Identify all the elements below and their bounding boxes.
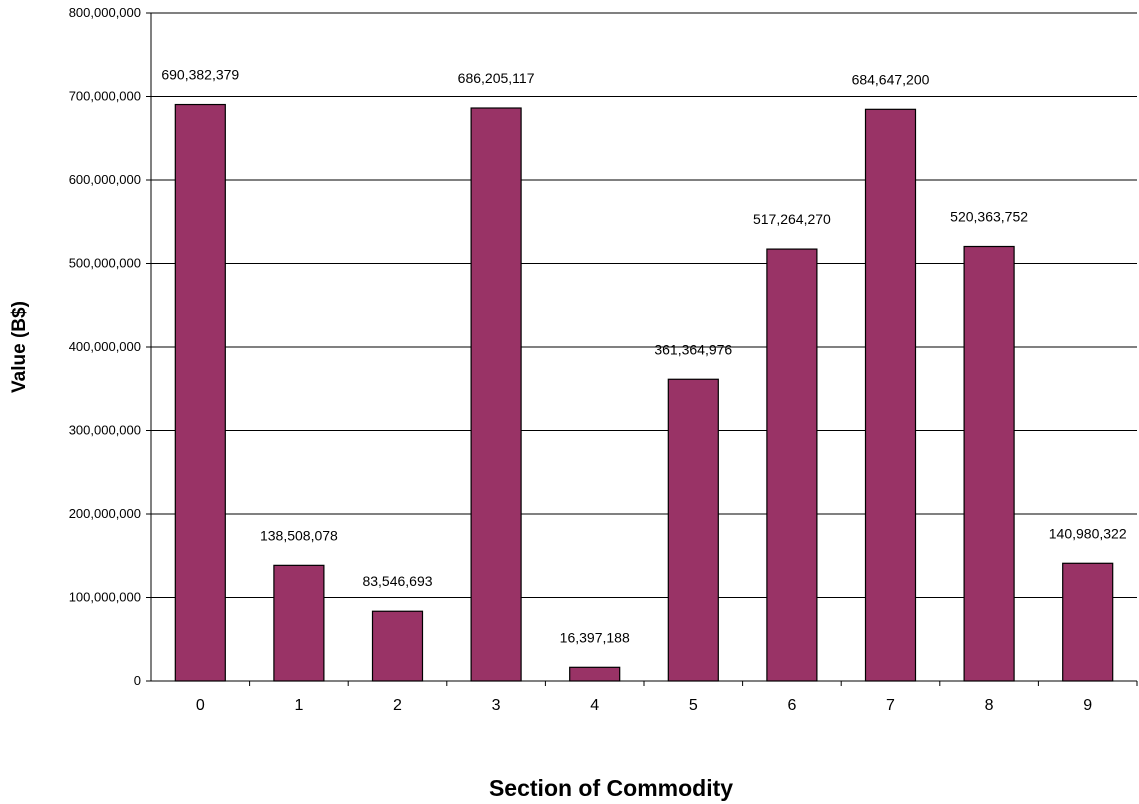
data-label-0: 690,382,379 [161,67,239,83]
x-tick-label-6: 6 [787,697,796,714]
x-tick-label-7: 7 [886,697,895,714]
x-axis-ticks: 0 1 2 3 4 5 6 7 8 9 [196,681,1138,714]
y-tick-label: 400,000,000 [69,339,141,354]
x-tick-label-2: 2 [393,697,402,714]
bar-8 [963,245,1015,682]
x-tick-label-9: 9 [1083,697,1092,714]
gridlines [151,12,1137,598]
x-tick-label-5: 5 [689,697,698,714]
x-axis-title: Section of Commodity [489,775,733,801]
data-label-2: 83,546,693 [362,573,432,589]
x-tick-label-3: 3 [492,697,501,714]
data-label-4: 16,397,188 [560,629,630,645]
y-tick-label: 300,000,000 [69,423,141,438]
bar-9 [1062,562,1114,682]
bar-0 [174,103,226,682]
bar-7 [864,108,917,682]
bar-6 [766,248,818,682]
y-axis-ticks: 0 100,000,000 200,000,000 300,000,000 400,00… [69,5,151,688]
bar-3 [470,107,522,682]
data-label-9: 140,980,322 [1049,525,1127,541]
y-tick-label: 100,000,000 [69,590,141,605]
x-tick-label-8: 8 [985,697,994,714]
y-tick-label: 800,000,000 [69,5,141,20]
data-label-1: 138,508,078 [260,527,338,543]
data-label-8: 520,363,752 [950,208,1028,224]
x-tick-label-4: 4 [590,697,599,714]
data-label-5: 361,364,976 [654,341,732,357]
x-tick-label-0: 0 [196,697,205,714]
data-label-3: 686,205,117 [458,70,535,86]
bar-4 [569,666,621,682]
y-tick-label: 500,000,000 [69,256,141,271]
bar-2 [371,610,424,682]
data-label-6: 517,264,270 [753,211,831,227]
data-labels: 690,382,379 138,508,078 83,546,693 686,205,… [161,67,1126,646]
y-tick-label: 0 [134,673,141,688]
bar-5 [667,378,719,682]
x-tick-label-1: 1 [294,697,303,714]
y-tick-label: 200,000,000 [69,506,141,521]
data-label-7: 684,647,200 [852,71,930,87]
y-tick-label: 700,000,000 [69,89,141,104]
bars [174,103,1114,682]
y-axis-title: Value (B$) [9,301,30,393]
bar-1 [273,564,325,682]
y-tick-label: 600,000,000 [69,172,141,187]
